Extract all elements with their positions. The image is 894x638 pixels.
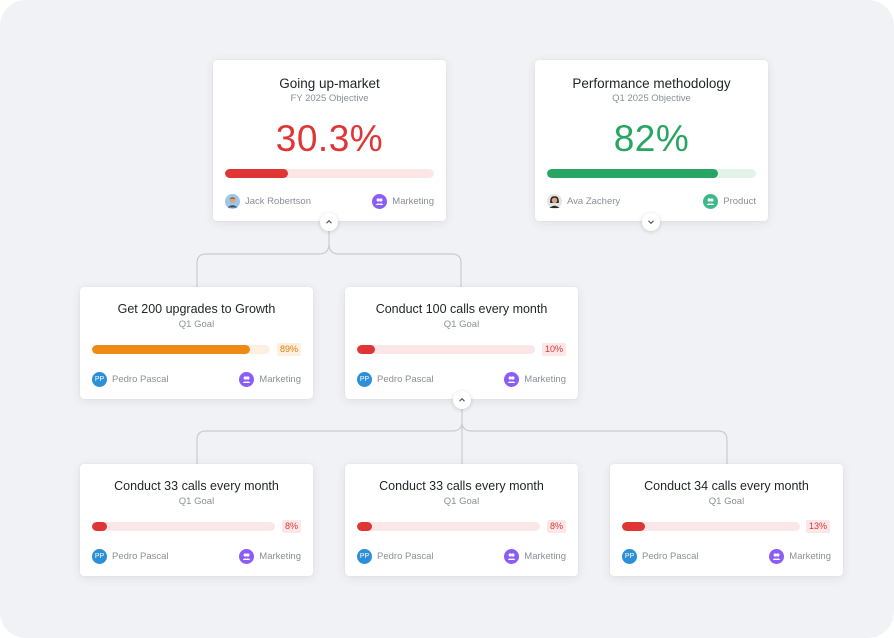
objective-progress-fill [225,169,289,178]
goal-owner[interactable]: PP Pedro Pascal [92,548,169,564]
goal-title: Conduct 33 calls every month [379,479,544,493]
team-icon [703,193,719,209]
goal-card[interactable]: Conduct 34 calls every month Q1 Goal 13%… [610,464,843,576]
goal-progress-fill [357,522,372,531]
goal-percent-badge: 13% [806,520,831,533]
goal-card[interactable]: Conduct 33 calls every month Q1 Goal 8% … [80,464,313,576]
team-badge[interactable]: Marketing [239,548,301,564]
expand-toggle[interactable] [642,213,660,231]
objective-owner[interactable]: Ava Zachery [547,193,620,209]
avatar: PP [357,548,372,564]
owner-name: Ava Zachery [567,195,621,207]
connector-objective-to-goals [196,231,462,287]
goal-period: Q1 Goal [443,319,480,330]
objective-period: Q1 2025 Objective [612,93,691,104]
team-badge[interactable]: Marketing [504,548,566,564]
team-badge[interactable]: Product [703,193,756,209]
objective-title: Going up-market [279,76,380,91]
team-badge[interactable]: Marketing [239,371,301,387]
team-icon [504,548,520,564]
goal-card[interactable]: Get 200 upgrades to Growth Q1 Goal 89% P… [80,287,313,399]
team-icon [239,548,255,564]
team-name: Marketing [392,195,434,207]
goal-period: Q1 Goal [443,496,480,507]
goal-progress-bar [92,345,270,354]
team-icon [769,548,785,564]
owner-name: Pedro Pascal [112,373,169,385]
goal-owner[interactable]: PP Pedro Pascal [357,371,434,387]
avatar: PP [92,548,107,564]
team-name: Product [723,195,756,207]
goal-progress-bar [622,522,800,531]
objective-progress-bar [547,169,756,178]
goal-title: Conduct 100 calls every month [375,302,548,316]
objective-owner[interactable]: Jack Robertson [225,193,311,209]
team-icon [504,371,520,387]
team-badge[interactable]: Marketing [504,371,566,387]
team-badge[interactable]: Marketing [769,548,831,564]
objective-card[interactable]: Going up-market FY 2025 Objective 30.3% … [213,60,446,221]
collapse-toggle[interactable] [320,213,338,231]
goal-progress-fill [92,522,107,531]
goal-percent-badge: 8% [282,520,302,533]
owner-name: Pedro Pascal [377,550,434,562]
objective-progress-value: 82% [613,118,690,159]
owner-name: Pedro Pascal [112,550,169,562]
goal-owner[interactable]: PP Pedro Pascal [357,548,434,564]
goal-card[interactable]: Conduct 100 calls every month Q1 Goal 10… [345,287,578,399]
team-icon [239,371,255,387]
objective-period: FY 2025 Objective [290,93,369,104]
goal-progress-bar [357,522,540,531]
goal-period: Q1 Goal [178,319,215,330]
team-name: Marketing [524,550,566,562]
team-icon [372,193,388,209]
owner-name: Jack Robertson [245,195,312,207]
avatar [547,193,562,209]
chevron-down-icon [647,213,655,231]
connector-goal-to-subgoals [196,409,728,464]
chevron-up-icon [458,391,466,409]
goal-percent-badge: 89% [277,343,302,356]
avatar: PP [622,548,637,564]
goal-owner[interactable]: PP Pedro Pascal [92,371,169,387]
objective-progress-fill [547,169,719,178]
goal-period: Q1 Goal [178,496,215,507]
owner-name: Pedro Pascal [642,550,699,562]
team-name: Marketing [259,373,301,385]
objective-progress-bar [225,169,434,178]
collapse-toggle[interactable] [453,391,471,409]
goal-title: Conduct 33 calls every month [114,479,279,493]
goal-title: Conduct 34 calls every month [644,479,809,493]
goal-percent-badge: 8% [547,520,567,533]
avatar: PP [357,371,372,387]
team-name: Marketing [259,550,301,562]
owner-name: Pedro Pascal [377,373,434,385]
objective-card[interactable]: Performance methodology Q1 2025 Objectiv… [535,60,768,221]
goal-progress-fill [622,522,646,531]
chevron-up-icon [325,213,333,231]
objective-progress-value: 30.3% [275,118,384,159]
goal-progress-fill [357,345,375,354]
goal-owner[interactable]: PP Pedro Pascal [622,548,699,564]
avatar [225,193,240,209]
goal-title: Get 200 upgrades to Growth [117,302,276,316]
goal-percent-badge: 10% [542,343,567,356]
team-name: Marketing [524,373,566,385]
objective-title: Performance methodology [572,76,731,91]
avatar: PP [92,371,107,387]
goal-progress-fill [92,345,251,354]
goal-progress-bar [357,345,535,354]
team-name: Marketing [789,550,831,562]
goal-period: Q1 Goal [708,496,745,507]
team-badge[interactable]: Marketing [372,193,434,209]
goal-card[interactable]: Conduct 33 calls every month Q1 Goal 8% … [345,464,578,576]
goal-progress-bar [92,522,275,531]
